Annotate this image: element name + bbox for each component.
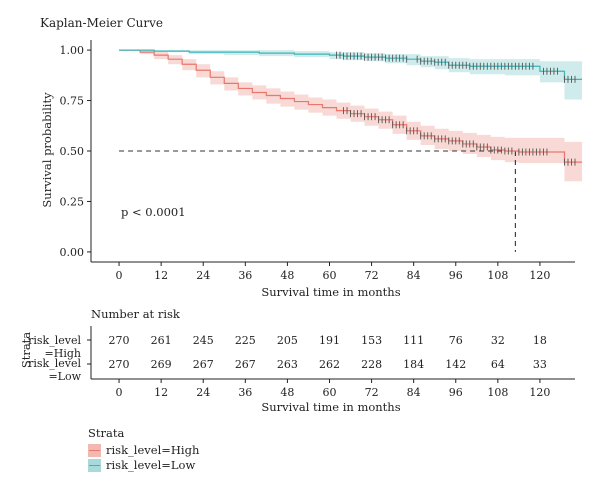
x-tick-label: 120 <box>529 269 550 282</box>
y-tick-label: 0.25 <box>60 195 85 208</box>
x-tick-label: 48 <box>280 269 294 282</box>
risk-row-high-label-line2: =High <box>45 347 81 360</box>
y-tick-label: 0.00 <box>60 246 85 259</box>
risk-table-axes: 0 12 24 36 48 60 72 84 96 108 120 <box>87 326 575 399</box>
risk-x-tick-label: 12 <box>154 386 168 399</box>
risk-table-title: Number at risk <box>91 307 181 321</box>
x-tick-label: 12 <box>154 269 168 282</box>
y-tick-label: 0.50 <box>60 145 85 158</box>
x-tick-label: 72 <box>365 269 379 282</box>
risk-row-low-label-line2: =Low <box>48 370 81 383</box>
risk-count-low: 263 <box>277 358 298 371</box>
legend-item-high: risk_level=High <box>88 443 200 457</box>
x-tick-label: 84 <box>407 269 421 282</box>
censor-marks <box>336 51 576 166</box>
x-tick-label: 60 <box>322 269 336 282</box>
p-value-annotation: p < 0.0001 <box>121 205 186 219</box>
risk-x-tick-label: 36 <box>238 386 252 399</box>
risk-count-low: 267 <box>193 358 214 371</box>
y-tick-label: 0.75 <box>60 95 85 108</box>
x-tick-label: 24 <box>196 269 210 282</box>
risk-count-high: 191 <box>319 334 340 347</box>
legend-item-low: risk_level=Low <box>88 458 195 472</box>
x-tick-label: 36 <box>238 269 252 282</box>
risk-x-tick-label: 72 <box>365 386 379 399</box>
risk-count-low: 64 <box>491 358 505 371</box>
main-plot-axes: 0.00 0.25 0.50 0.75 1.00 0 12 24 36 48 60 72 84 96 108… <box>60 40 575 282</box>
chart-title: Kaplan-Meier Curve <box>40 16 163 30</box>
risk-count-low: 262 <box>319 358 340 371</box>
risk-x-tick-label: 24 <box>196 386 210 399</box>
risk-count-high: 270 <box>109 334 130 347</box>
x-tick-label: 0 <box>116 269 123 282</box>
risk-table-x-label: Survival time in months <box>261 400 400 414</box>
x-tick-label: 108 <box>487 269 508 282</box>
risk-count-high: 153 <box>361 334 382 347</box>
median-survival-lines <box>119 150 516 252</box>
risk-row-high-label-line1: risk_level <box>28 334 81 347</box>
y-tick-label: 1.00 <box>60 44 85 57</box>
risk-row-low-label-line1: risk_level <box>28 357 81 370</box>
risk-x-tick-label: 84 <box>407 386 421 399</box>
risk-x-tick-label: 0 <box>116 386 123 399</box>
risk-x-tick-label: 60 <box>322 386 336 399</box>
risk-count-high: 18 <box>533 334 547 347</box>
risk-x-tick-label: 120 <box>529 386 550 399</box>
risk-x-tick-label: 48 <box>280 386 294 399</box>
risk-count-low: 269 <box>151 358 172 371</box>
risk-count-low: 142 <box>445 358 466 371</box>
risk-count-low: 267 <box>235 358 256 371</box>
legend-title: Strata <box>88 426 124 440</box>
risk-count-high: 76 <box>449 334 463 347</box>
x-tick-label: 96 <box>449 269 463 282</box>
y-axis-label: Survival probability <box>40 92 54 208</box>
x-axis-label: Survival time in months <box>261 285 400 299</box>
risk-count-high: 225 <box>235 334 256 347</box>
risk-table-values: 270 261 245 225 205 191 153 111 76 32 18 270 269 267 2… <box>109 334 547 371</box>
risk-count-high: 261 <box>151 334 172 347</box>
risk-count-high: 245 <box>193 334 214 347</box>
risk-count-high: 205 <box>277 334 298 347</box>
risk-count-low: 184 <box>403 358 424 371</box>
risk-count-low: 270 <box>109 358 130 371</box>
risk-count-low: 33 <box>533 358 547 371</box>
risk-x-tick-label: 108 <box>487 386 508 399</box>
risk-table-strata-label: Strata <box>19 332 33 368</box>
legend-label-high: risk_level=High <box>106 443 200 457</box>
risk-count-high: 32 <box>491 334 505 347</box>
risk-count-high: 111 <box>403 334 424 347</box>
legend-label-low: risk_level=Low <box>106 458 195 472</box>
risk-x-tick-label: 96 <box>449 386 463 399</box>
risk-count-low: 228 <box>361 358 382 371</box>
